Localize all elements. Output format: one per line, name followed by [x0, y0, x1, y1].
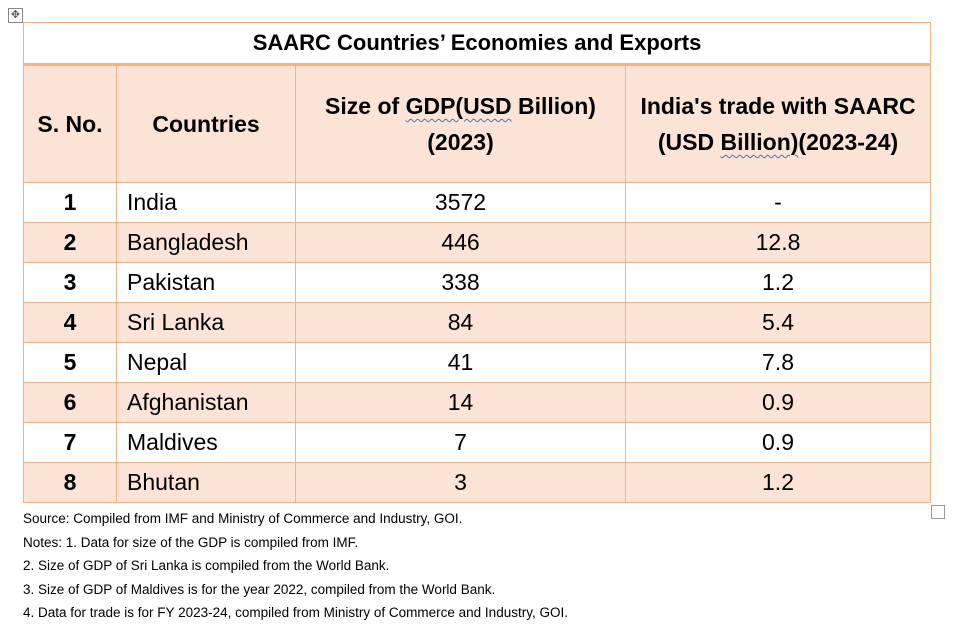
cell-sno: 5	[23, 342, 117, 383]
cell-gdp: 14	[295, 382, 626, 423]
header-trade-part: Billion)	[720, 129, 799, 155]
table-row: 6 Afghanistan 14 0.9	[23, 382, 932, 423]
table-row: 1 India 3572-	[23, 182, 932, 223]
note: 2. Size of GDP of Sri Lanka is compiled …	[23, 558, 390, 573]
header-countries: Countries	[116, 64, 296, 183]
cell-gdp: 84	[295, 302, 626, 343]
cell-country: Bhutan	[116, 462, 296, 503]
cell-sno: 6	[23, 382, 117, 423]
note: Notes: 1. Data for size of the GDP is co…	[23, 534, 359, 550]
table-row: 8 Bhutan 3 1.2	[23, 462, 932, 503]
cell-gdp: 3572	[295, 182, 626, 223]
cell-country: Nepal	[116, 342, 296, 383]
cell-country: Bangladesh	[116, 222, 296, 263]
cell-country: Maldives	[116, 422, 296, 463]
header-gdp-part: Billion)(2023)	[427, 93, 596, 155]
cell-sno: 7	[23, 422, 117, 463]
header-trade-part: (2023-24)	[798, 129, 899, 155]
cell-gdp: 7	[295, 422, 626, 463]
table-title: SAARC Countries’ Economies and Exports	[22, 22, 932, 66]
header-gdp-part: Size of	[325, 93, 406, 119]
footnotes: Source: Compiled from IMF and Ministry o…	[23, 507, 568, 625]
cell-trade: 5.4	[624, 302, 932, 343]
header-trade: India's trade with SAARC (USD Billion)(2…	[624, 64, 932, 183]
header-gdp-part: GDP(USD	[405, 93, 512, 119]
cell-trade: 0.9	[624, 382, 932, 423]
cell-gdp: 338	[295, 262, 626, 303]
table-row: 7 Maldives 7 0.9	[23, 422, 932, 463]
table-row: 3 Pakistan 338 1.2	[23, 262, 932, 303]
cell-trade: 12.8	[624, 222, 932, 263]
cell-sno: 3	[23, 262, 117, 303]
cell-country: Afghanistan	[116, 382, 296, 423]
header-trade-part: India's trade with SAARC (USD	[640, 93, 916, 155]
note: 4. Data for trade is for FY 2023-24, com…	[23, 605, 568, 620]
table-resize-handle[interactable]	[931, 505, 945, 519]
cell-trade: 0.9	[624, 422, 932, 463]
header-gdp: Size of GDP(USD Billion)(2023)	[295, 64, 626, 183]
cell-trade: 7.8	[624, 342, 932, 383]
cell-country: India	[116, 182, 296, 223]
cell-trade: -	[624, 182, 932, 223]
table-row: 4 Sri Lanka 84 5.4	[23, 302, 932, 343]
note: 3. Size of GDP of Maldives is for the ye…	[23, 581, 496, 597]
header-sno: S. No.	[23, 64, 117, 183]
cell-sno: 4	[23, 302, 117, 343]
cell-sno: 2	[23, 222, 117, 263]
cell-sno: 1	[23, 182, 117, 223]
cell-sno: 8	[23, 462, 117, 503]
saarc-table: SAARC Countries’ Economies and Exports S…	[22, 22, 932, 503]
cell-trade: 1.2	[624, 462, 932, 503]
table-row: 5 Nepal 41 7.8	[23, 342, 932, 383]
table-move-handle-icon[interactable]: ✥	[8, 8, 23, 23]
cell-country: Sri Lanka	[116, 302, 296, 343]
table-row: 2 Bangladesh 446 12.8	[23, 222, 932, 263]
source-note: Source: Compiled from IMF and Ministry o…	[23, 511, 463, 526]
cell-gdp: 446	[295, 222, 626, 263]
cell-gdp: 41	[295, 342, 626, 383]
cell-gdp: 3	[295, 462, 626, 503]
cell-country: Pakistan	[116, 262, 296, 303]
cell-trade: 1.2	[624, 262, 932, 303]
